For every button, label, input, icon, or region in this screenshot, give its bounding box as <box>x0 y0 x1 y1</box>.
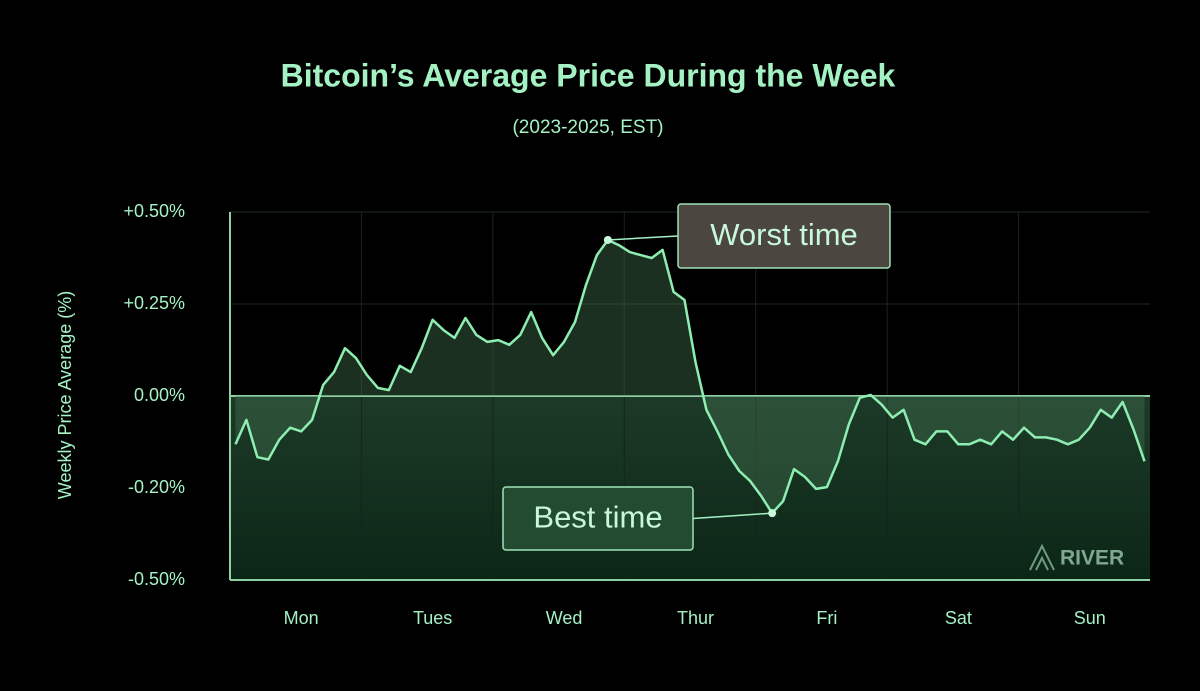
annotation-dot <box>768 509 777 518</box>
annotation-pointer <box>692 512 773 520</box>
watermark-text: RIVER <box>1060 547 1124 570</box>
price-line <box>234 238 1146 515</box>
chart-subtitle: (2023-2025, EST) <box>512 117 663 138</box>
chart-title: Bitcoin’s Average Price During the Week <box>281 57 896 93</box>
y-axis-label: Weekly Price Average (%) <box>55 291 75 499</box>
x-tick-label: Wed <box>546 608 583 628</box>
annotation-text: Worst time <box>710 217 858 252</box>
y-tick-label: -0.20% <box>128 477 185 497</box>
annotation-pointer <box>607 235 679 241</box>
x-tick-label: Tues <box>413 608 452 628</box>
annotation-box <box>677 203 891 269</box>
y-tick-label: +0.50% <box>123 201 185 221</box>
y-tick-label: 0.00% <box>134 385 185 405</box>
plot-area: -0.50% -0.20% 0.00% +0.25% +0.50% Mon Tues Wed T… <box>123 201 1150 628</box>
x-tick-label: Thur <box>677 608 714 628</box>
y-tick-label: +0.25% <box>123 293 185 313</box>
area-fill <box>235 240 1145 514</box>
watermark: RIVER <box>1029 543 1124 571</box>
y-tick-label: -0.50% <box>128 569 185 589</box>
x-tick-label: Fri <box>816 608 837 628</box>
watermark-icon <box>1029 543 1055 571</box>
annotation-text: Best time <box>533 500 662 535</box>
annotation-dot <box>603 235 612 244</box>
x-tick-label: Mon <box>284 608 319 628</box>
x-tick-label: Sun <box>1074 608 1106 628</box>
x-tick-label: Sat <box>945 608 972 628</box>
annotation-box <box>502 486 694 551</box>
